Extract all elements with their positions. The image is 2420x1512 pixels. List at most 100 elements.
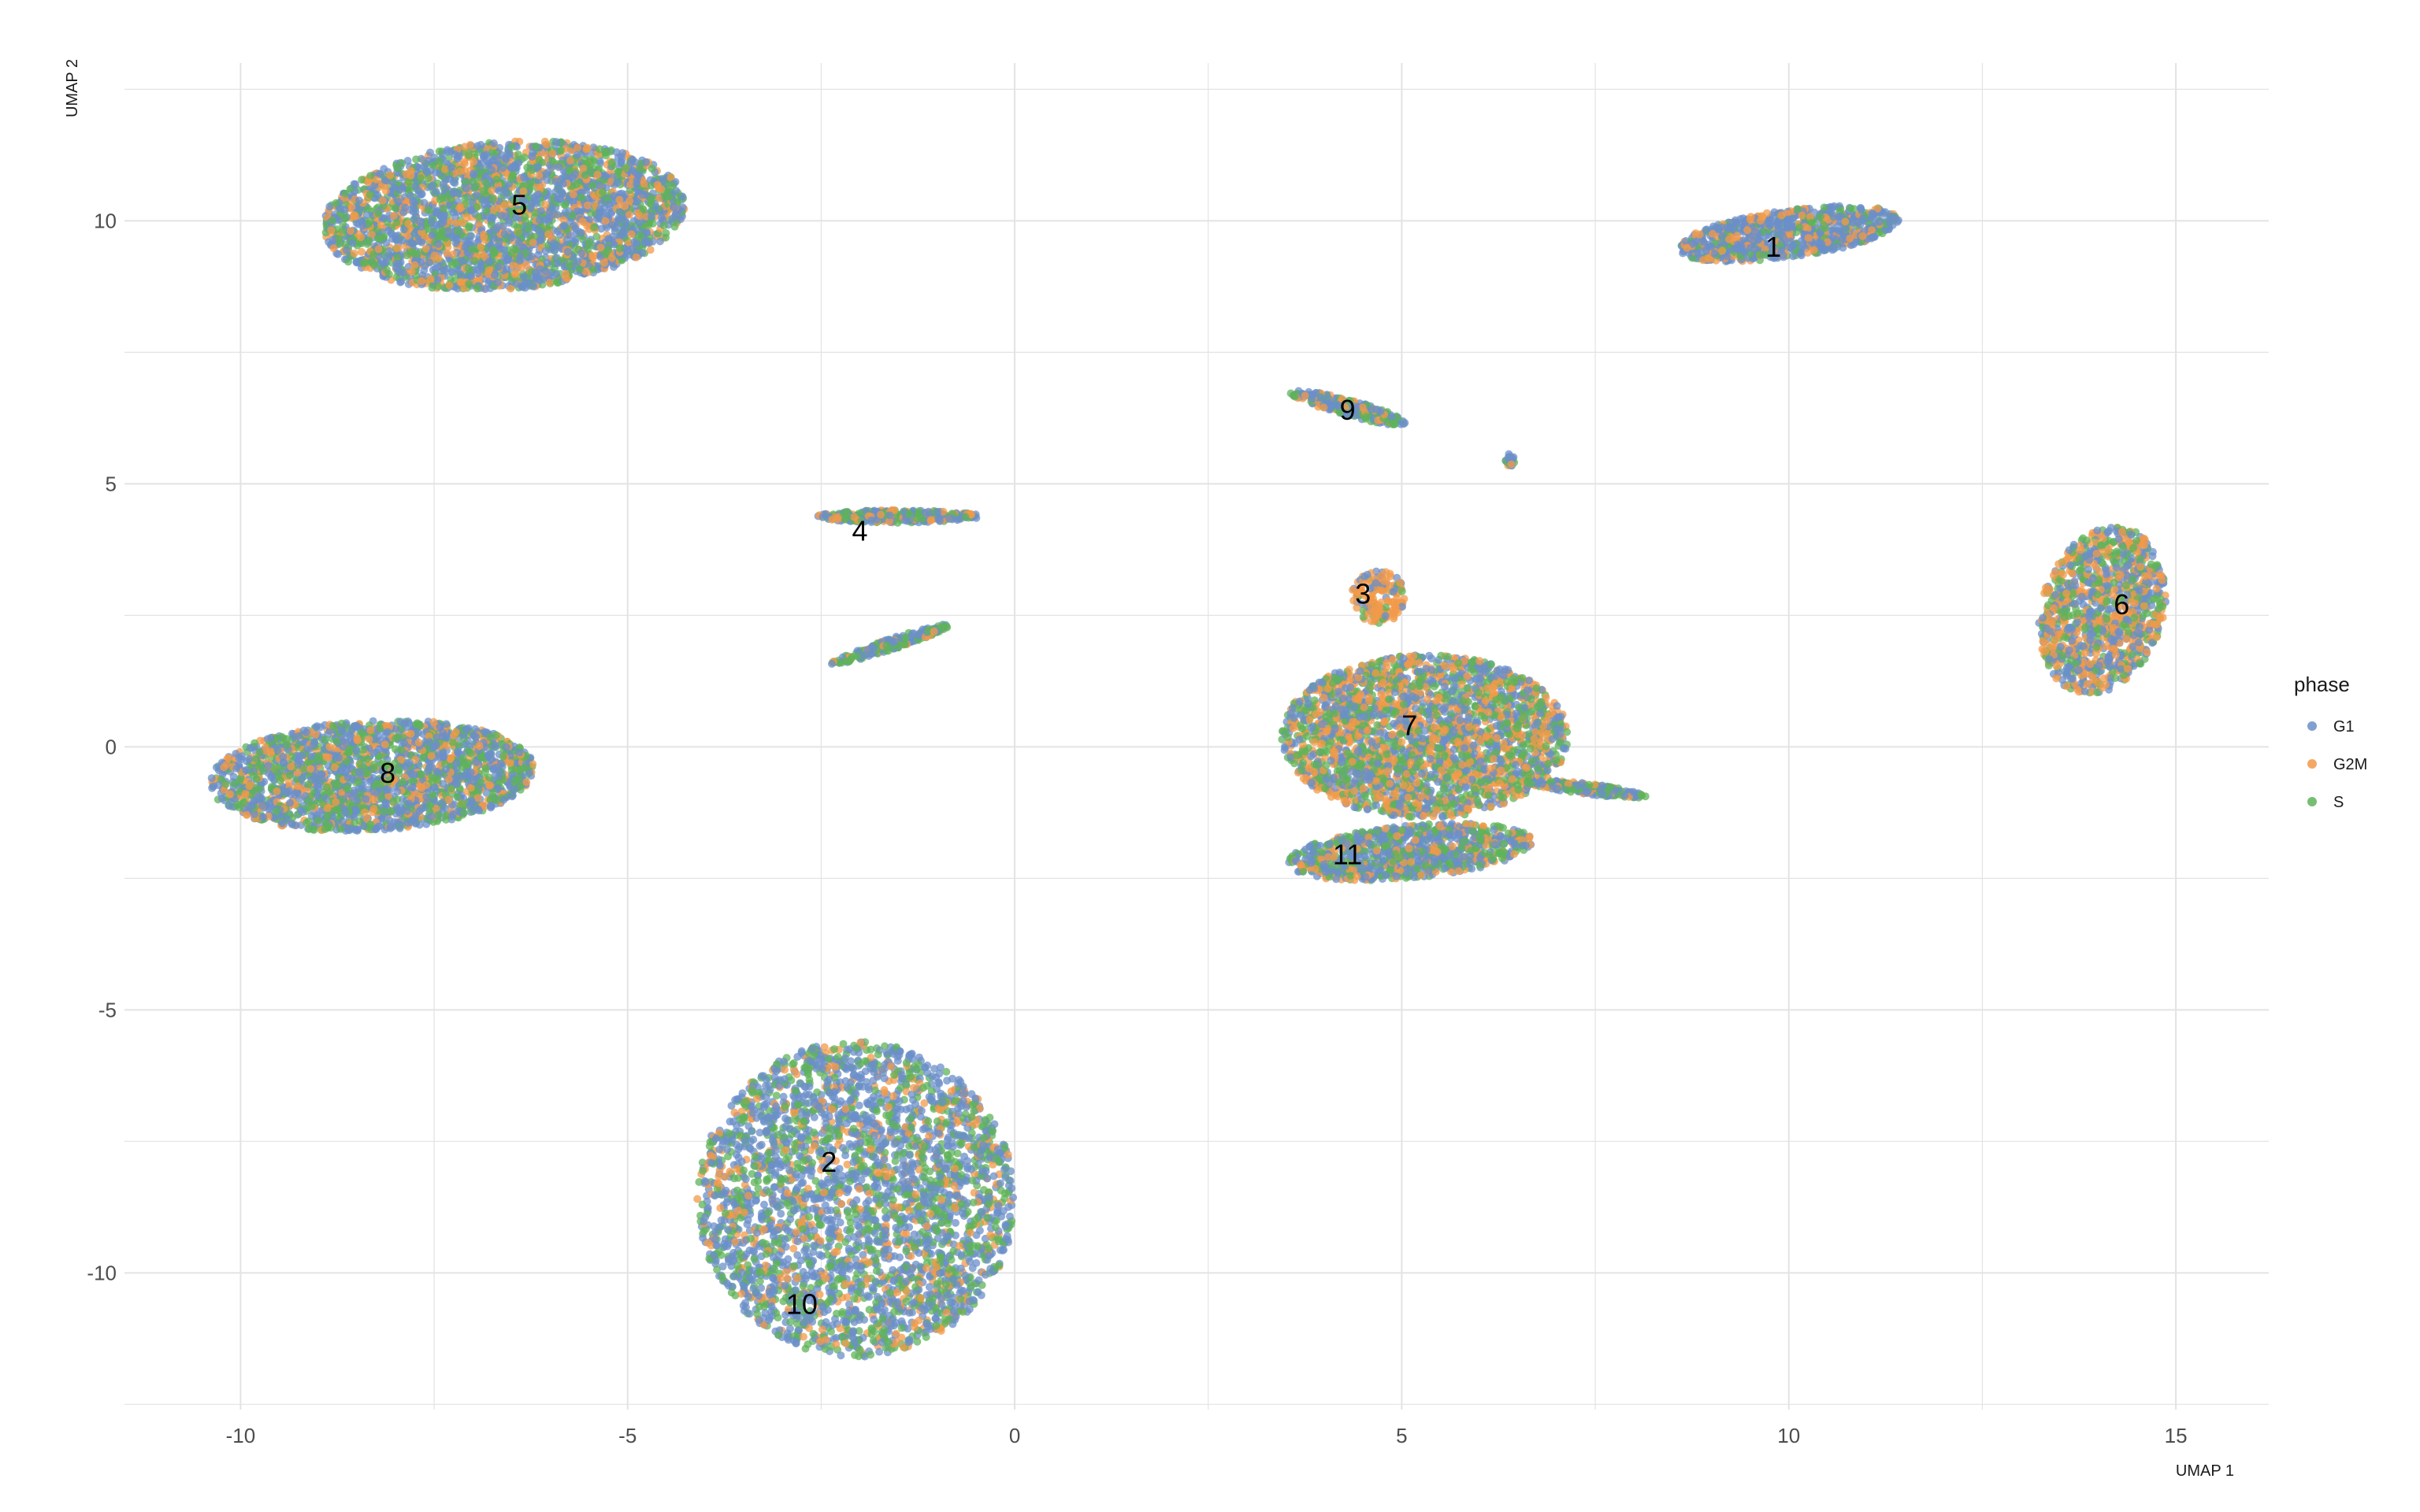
scatter-point — [926, 516, 935, 524]
scatter-point — [867, 1096, 875, 1105]
scatter-point — [944, 1232, 952, 1240]
scatter-point — [781, 1235, 789, 1243]
scatter-point — [789, 1060, 797, 1069]
scatter-point — [853, 652, 862, 661]
scatter-point — [898, 1170, 907, 1179]
scatter-point — [744, 1191, 752, 1200]
scatter-point — [932, 1224, 941, 1232]
scatter-point — [805, 1082, 814, 1091]
scatter-point — [885, 511, 894, 520]
scatter-point — [725, 1129, 733, 1138]
scatter-point — [835, 1274, 843, 1283]
scatter-point — [924, 1117, 933, 1125]
scatter-point — [741, 1097, 750, 1106]
scatter-point — [914, 631, 922, 639]
scatter-point — [1006, 1212, 1014, 1221]
scatter-point — [756, 1268, 765, 1277]
scatter-point — [907, 1169, 915, 1178]
scatter-point — [875, 1146, 884, 1154]
scatter-point — [939, 625, 948, 633]
scatter-point — [1797, 251, 1806, 260]
scatter-point — [960, 1089, 969, 1098]
scatter-point — [810, 1226, 818, 1235]
scatter-point — [830, 1045, 839, 1054]
scatter-point — [770, 1065, 779, 1073]
scatter-point — [800, 1117, 808, 1126]
scatter-point — [985, 1251, 993, 1260]
scatter-point — [765, 1188, 774, 1196]
scatter-point — [1699, 256, 1707, 265]
scatter-point — [792, 1070, 801, 1079]
scatter-point — [1743, 226, 1752, 235]
scatter-point — [970, 1106, 978, 1115]
scatter-point — [884, 1188, 893, 1196]
scatter-point — [877, 510, 885, 519]
scatter-point — [925, 1092, 933, 1101]
scatter-point — [846, 1177, 854, 1186]
scatter-point — [957, 1178, 966, 1187]
scatter-point — [764, 1149, 773, 1157]
scatter-point — [1795, 223, 1804, 232]
scatter-point — [937, 1089, 945, 1098]
scatter-point — [702, 1177, 711, 1186]
scatter-point — [857, 1280, 866, 1289]
scatter-point — [705, 1142, 714, 1151]
scatter-point — [851, 1339, 859, 1347]
scatter-point — [737, 1197, 745, 1206]
scatter-point — [867, 1045, 875, 1054]
scatter-point — [1821, 224, 1829, 232]
scatter-point — [983, 1174, 992, 1183]
scatter-point — [941, 1315, 949, 1324]
scatter-point — [925, 1132, 933, 1140]
scatter-point — [943, 1077, 952, 1085]
scatter-point — [816, 1236, 825, 1245]
scatter-point — [796, 1218, 805, 1227]
scatter-point — [813, 1101, 822, 1110]
scatter-point — [793, 1320, 801, 1328]
scatter-point — [740, 1142, 748, 1151]
scatter-point — [886, 1128, 895, 1136]
scatter-point — [947, 1255, 956, 1264]
scatter-point — [727, 1102, 736, 1110]
scatter-point — [942, 1118, 951, 1127]
scatter-point — [889, 1195, 897, 1204]
scatter-point — [713, 1266, 722, 1274]
scatter-point — [961, 1271, 970, 1280]
scatter-point — [827, 1188, 836, 1197]
scatter-point — [937, 1179, 945, 1188]
scatter-point — [721, 1235, 729, 1243]
scatter-point — [841, 1318, 850, 1327]
scatter-point — [905, 510, 914, 518]
scatter-point — [736, 1249, 744, 1258]
scatter-point — [786, 1325, 794, 1333]
scatter-point — [944, 1155, 952, 1164]
scatter-point — [974, 1276, 983, 1284]
scatter-point — [920, 1173, 929, 1182]
scatter-point — [1683, 243, 1691, 252]
scatter-point — [856, 1038, 865, 1047]
scatter-point — [955, 1076, 963, 1084]
scatter-point — [1789, 252, 1798, 261]
scatter-points — [207, 137, 2169, 1361]
scatter-point — [1868, 209, 1876, 217]
scatter-point — [716, 1204, 725, 1213]
scatter-point — [947, 1087, 956, 1095]
scatter-point — [825, 1088, 833, 1097]
scatter-point — [855, 1101, 863, 1110]
scatter-point — [893, 1184, 902, 1193]
scatter-point — [1715, 224, 1723, 233]
scatter-point — [931, 1314, 940, 1323]
scatter-point — [841, 1238, 850, 1247]
scatter-point — [978, 1207, 985, 1216]
scatter-point — [781, 1155, 790, 1164]
scatter-point — [757, 1140, 766, 1149]
scatter-point — [922, 1332, 930, 1341]
scatter-point — [902, 1297, 911, 1306]
scatter-point — [884, 1338, 893, 1346]
scatter-point — [884, 1245, 893, 1254]
scatter-point — [856, 1114, 865, 1123]
scatter-point — [960, 1152, 969, 1161]
scatter-point — [1817, 239, 1826, 248]
scatter-point — [880, 1074, 889, 1083]
scatter-point — [901, 1162, 910, 1170]
